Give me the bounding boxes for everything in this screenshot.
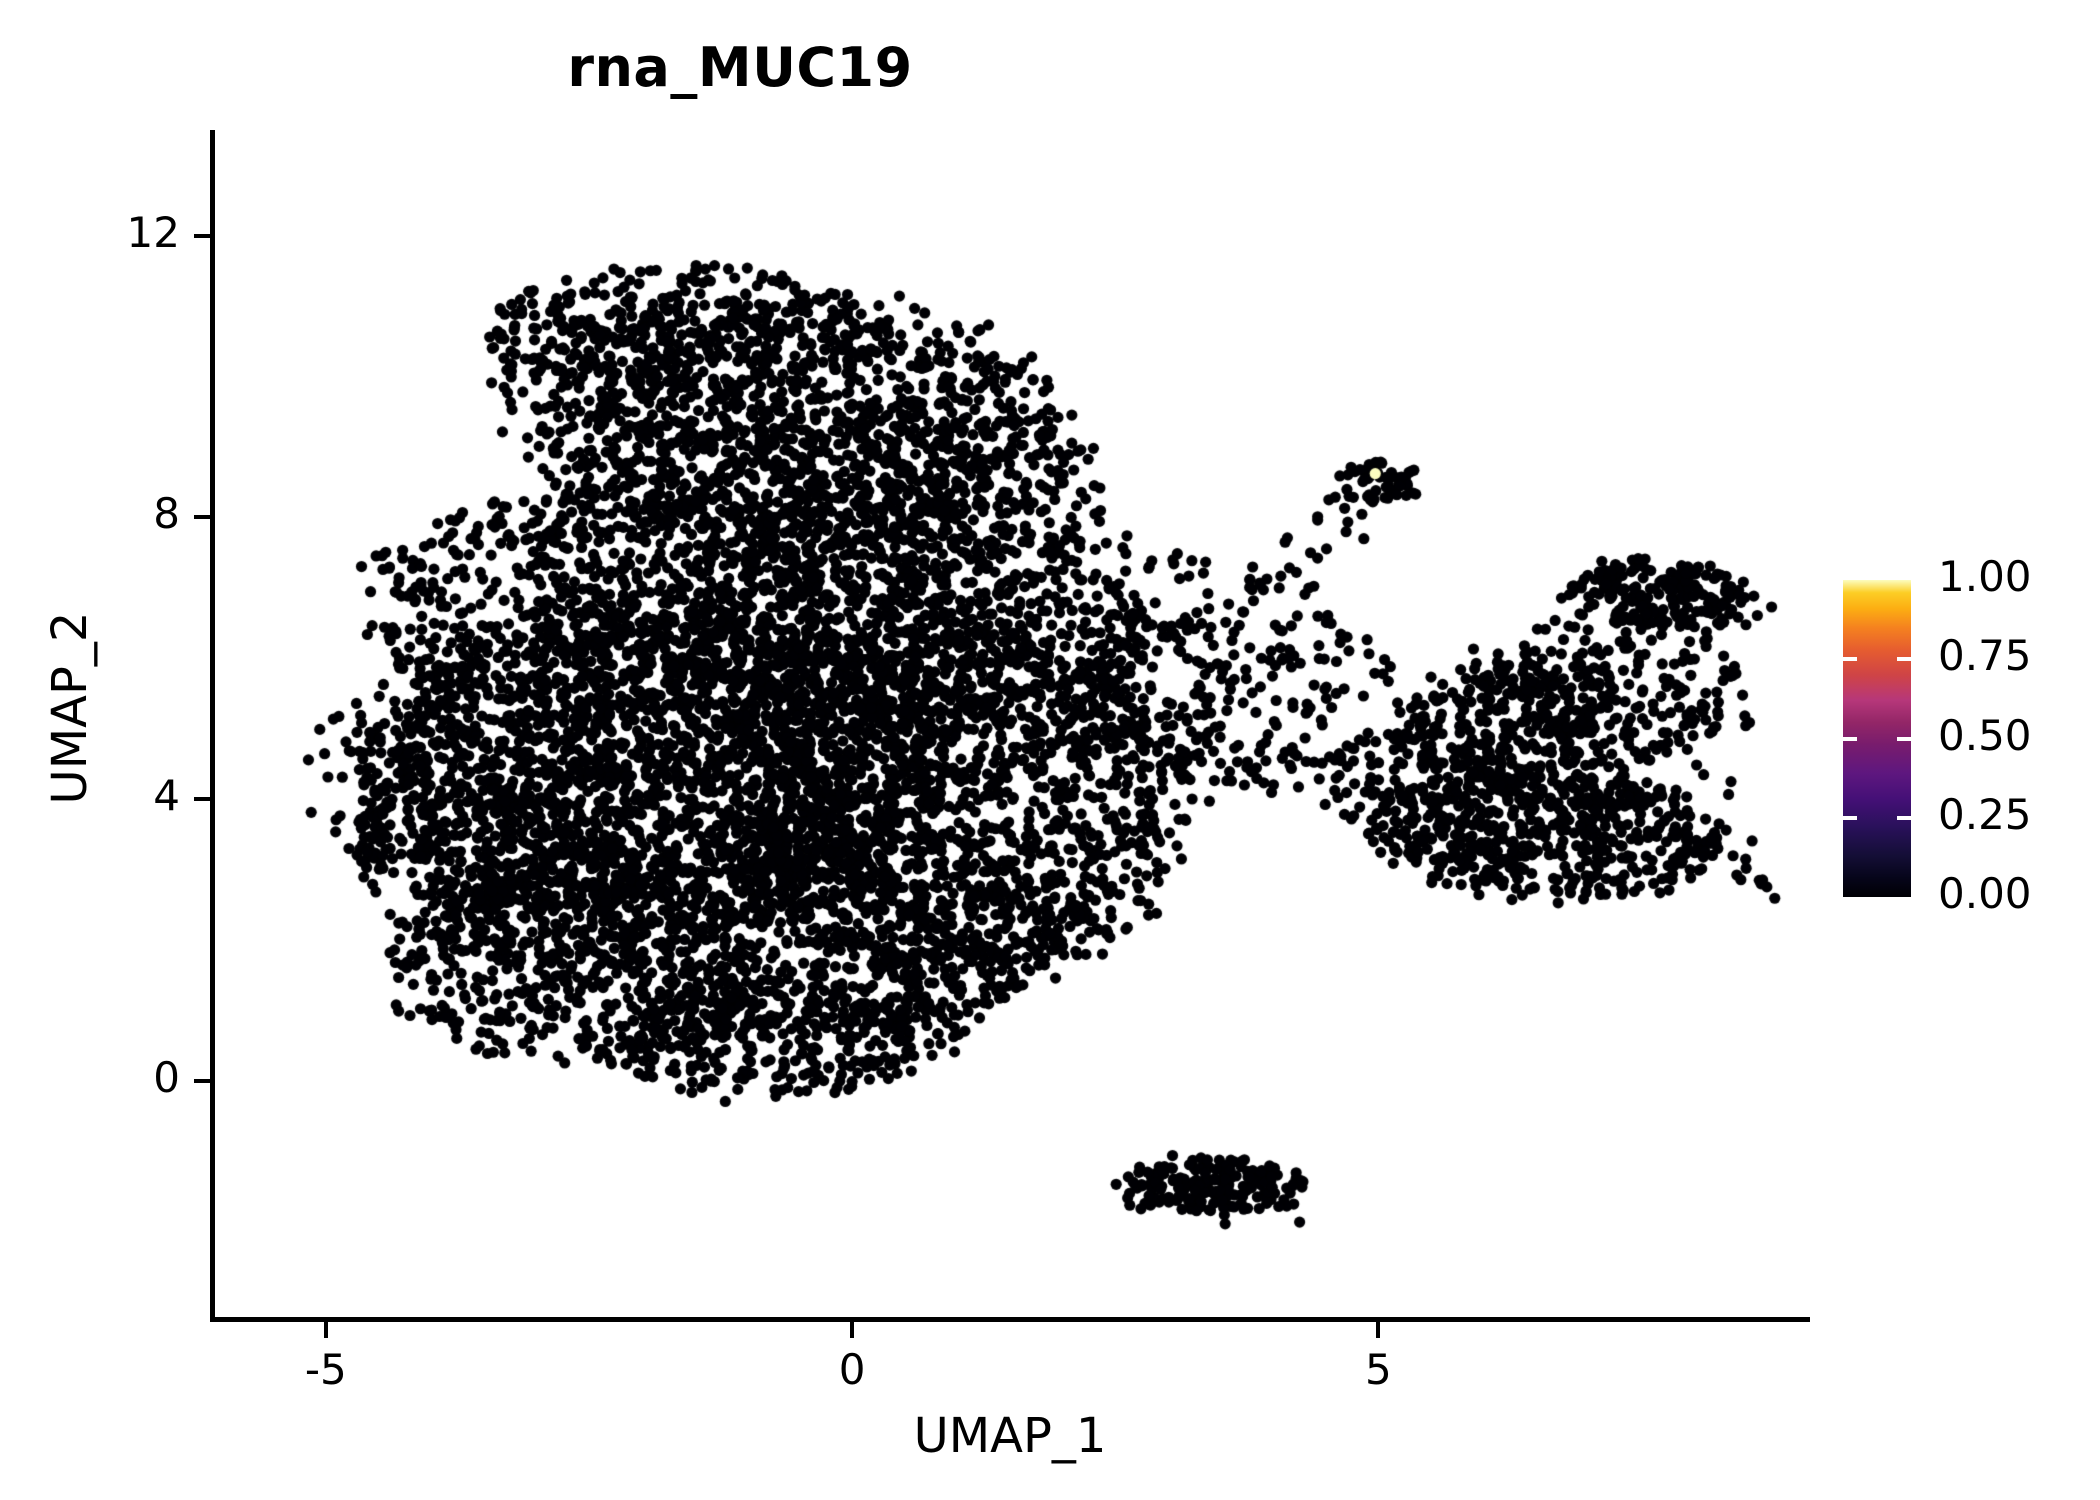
y-tick-mark [194, 233, 210, 238]
y-axis-label: UMAP_2 [42, 611, 98, 805]
y-tick-mark [194, 515, 210, 520]
colorbar-tick-label: 0.00 [1938, 869, 2032, 918]
y-tick-label: 4 [153, 770, 180, 820]
colorbar-tick-label: 0.50 [1938, 710, 2032, 760]
colorbar-tick-mark [1843, 657, 1857, 662]
x-tick-label: 5 [1365, 1345, 1392, 1394]
colorbar-tick-mark [1897, 736, 1911, 741]
y-tick-label: 0 [153, 1052, 180, 1102]
scatter-plot-area [210, 130, 1810, 1320]
colorbar-tick-mark [1897, 657, 1911, 662]
x-tick-label: -5 [304, 1345, 347, 1394]
colorbar-tick-mark [1897, 815, 1911, 820]
chart-title: rna_MUC19 [567, 36, 913, 99]
colorbar-tick-label: 0.25 [1938, 789, 2032, 839]
colorbar-tick-mark [1843, 815, 1857, 820]
colorbar-tick-mark [1843, 736, 1857, 741]
scatter-points-canvas [210, 130, 1810, 1320]
y-tick-mark [194, 796, 210, 801]
x-tick-mark [1376, 1322, 1381, 1338]
x-axis-label: UMAP_1 [913, 1408, 1107, 1464]
y-tick-mark [194, 1078, 210, 1083]
y-tick-label: 12 [126, 207, 180, 257]
x-tick-mark [850, 1322, 855, 1338]
x-tick-label: 0 [838, 1345, 866, 1394]
x-tick-mark [323, 1322, 328, 1338]
colorbar-tick-label: 0.75 [1938, 631, 2032, 681]
y-tick-label: 8 [153, 489, 180, 539]
colorbar-tick-label: 1.00 [1938, 552, 2032, 601]
